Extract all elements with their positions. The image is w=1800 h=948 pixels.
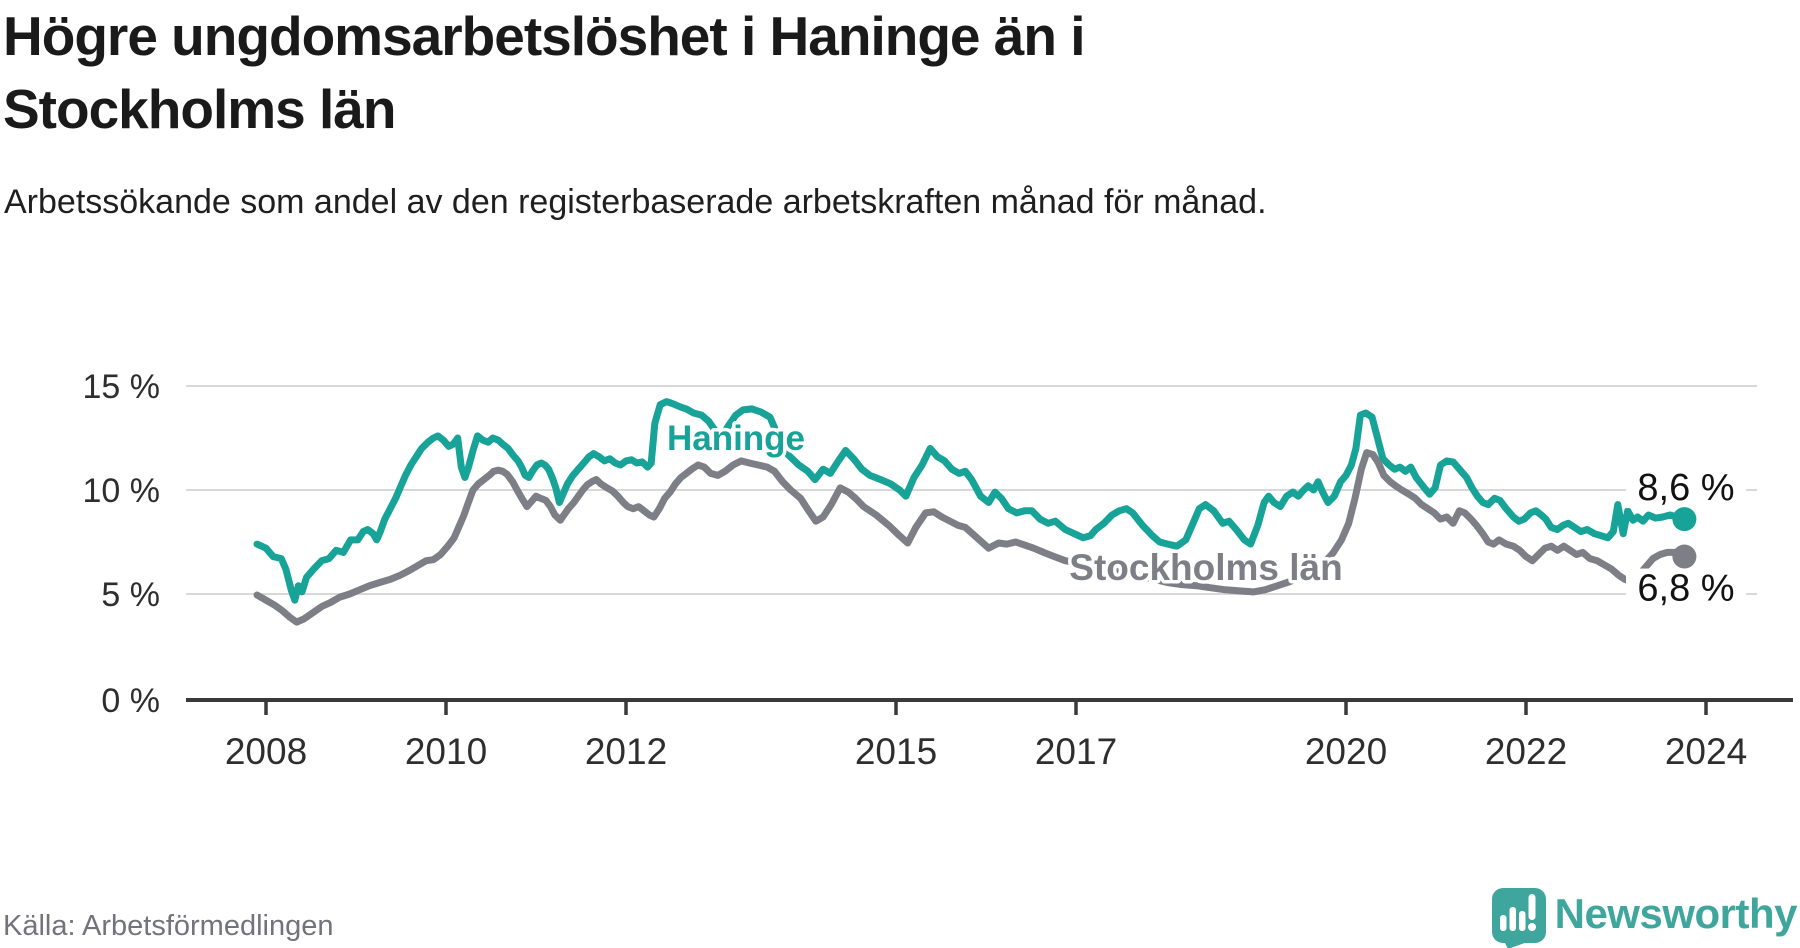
- series-end-dot: [1672, 544, 1697, 569]
- logo-exclamation-dot: [1528, 923, 1536, 931]
- end-label-backdrop: [1626, 568, 1746, 609]
- x-tick-label: 2017: [1035, 731, 1117, 772]
- x-tick-label: 2024: [1665, 731, 1747, 772]
- end-value-label: 6,8 %: [1637, 568, 1734, 610]
- source-note: Källa: Arbetsförmedlingen: [3, 910, 334, 942]
- series-end-dot: [1672, 507, 1697, 532]
- x-tick-label: 2010: [405, 731, 487, 772]
- series-line-haninge: [253, 398, 1688, 604]
- x-tick-label: 2015: [855, 731, 937, 772]
- end-value-label: 8,6 %: [1637, 467, 1734, 509]
- y-tick-label: 10 %: [83, 472, 161, 510]
- series-label: Stockholms län: [1069, 547, 1342, 588]
- logo-bubble-tail: [1503, 939, 1530, 948]
- logo-bar-3: [1519, 911, 1526, 931]
- y-tick-label: 15 %: [83, 368, 161, 406]
- series-label: Haninge: [667, 419, 805, 458]
- x-tick-label: 2020: [1305, 731, 1387, 772]
- y-tick-label: 5 %: [101, 576, 160, 614]
- newsworthy-logo-icon: [1492, 888, 1546, 948]
- logo-exclamation-bar: [1528, 894, 1536, 920]
- series-line-stockholm: [253, 449, 1688, 626]
- end-label-backdrop: [1626, 468, 1746, 509]
- x-tick-label: 2012: [585, 731, 667, 772]
- newsworthy-wordmark: Newsworthy: [1554, 890, 1798, 937]
- y-tick-label: 0 %: [101, 682, 160, 720]
- chart-title: Högre ungdomsarbetslöshet i Haninge än i…: [3, 5, 1086, 140]
- logo-bar-2: [1509, 907, 1516, 931]
- logo-bar-1: [1500, 915, 1507, 931]
- chart-subtitle: Arbetssökande som andel av den registerb…: [4, 183, 1267, 221]
- x-tick-label: 2022: [1485, 731, 1567, 772]
- x-tick-label: 2008: [225, 731, 307, 772]
